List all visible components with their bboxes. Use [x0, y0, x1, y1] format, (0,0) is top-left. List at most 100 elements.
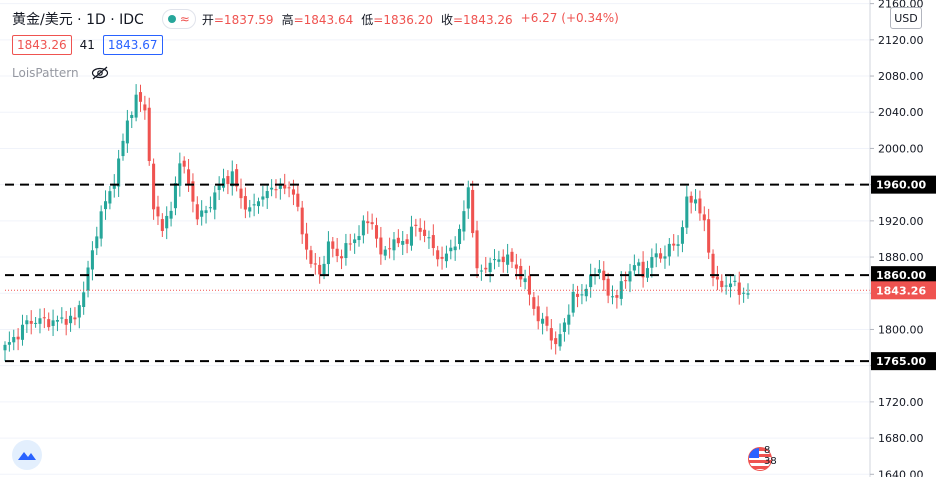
candle-body [654, 253, 658, 258]
candle-body [742, 292, 746, 294]
candle-body [82, 292, 86, 307]
candle-body [195, 204, 199, 220]
high-value: 高=1843.64 [281, 12, 354, 27]
candle-body [243, 196, 247, 210]
candle-body [283, 184, 287, 189]
candle-body [479, 270, 483, 272]
candle-body [252, 204, 256, 206]
candle-body [619, 281, 623, 299]
close-value: 收=1843.26 [440, 12, 513, 27]
candle-body [34, 322, 38, 324]
candle-body [707, 219, 711, 253]
candle-body [357, 236, 361, 241]
buy-price-button[interactable]: 1843.67 [102, 35, 163, 55]
candle-body [156, 206, 160, 217]
candle-body [348, 243, 352, 245]
candle-body [576, 293, 580, 297]
indicator-label[interactable]: LoisPattern [12, 66, 79, 80]
candle-body [169, 210, 173, 219]
candle-body [449, 247, 453, 252]
candle-body [173, 183, 177, 209]
candle-body [418, 227, 422, 232]
candle-body [733, 280, 737, 282]
candle-body [335, 248, 339, 257]
candle-body [73, 317, 77, 320]
candle-body [676, 244, 680, 246]
candle-body [340, 256, 344, 259]
candle-body [187, 169, 191, 184]
candle-body [60, 317, 64, 319]
candle-body [64, 318, 68, 325]
candle-body [278, 183, 282, 189]
level-badge-label: 1960.00 [876, 179, 926, 192]
us-flag-icon[interactable]: 8 38 [748, 445, 778, 471]
market-open-dot-icon [167, 15, 176, 23]
candle-body [637, 262, 641, 266]
candle-body [392, 239, 396, 251]
candle-body [453, 246, 457, 251]
candle-body [536, 306, 540, 322]
candle-body [711, 253, 715, 278]
candle-body [256, 201, 261, 207]
candle-body [47, 319, 51, 328]
market-status-pill[interactable]: ≈ [161, 9, 196, 29]
hide-eye-icon[interactable] [91, 66, 109, 80]
candle-body [370, 222, 374, 225]
last-price-badge [871, 281, 936, 300]
low-value: 低=1836.20 [361, 12, 433, 27]
candle-body [204, 210, 208, 214]
candle-body [549, 328, 553, 341]
candle-body [42, 317, 46, 319]
candle-body [86, 267, 90, 291]
candle-body [558, 334, 562, 347]
candle-body [541, 318, 545, 324]
candle-body [409, 226, 413, 246]
candle-body [248, 207, 252, 212]
candle-body [645, 268, 650, 278]
symbol-header: 黄金/美元 · 1D · IDC ≈ 开=1837.59 高=1843.64 低… [12, 8, 619, 30]
candle-body [632, 265, 636, 271]
candle-body [178, 163, 182, 186]
candle-body [160, 219, 164, 232]
candle-body [527, 275, 532, 295]
candle-body [143, 104, 147, 111]
candle-body [519, 265, 523, 280]
candle-body [514, 264, 518, 269]
sell-price-button[interactable]: 1843.26 [12, 35, 72, 55]
candle-body [383, 249, 387, 256]
y-tick-label: 2040.00 [878, 106, 924, 119]
candle-body [702, 214, 706, 221]
candle-body [492, 259, 497, 261]
candle-body [510, 251, 514, 262]
tradingview-logo-icon[interactable] [12, 440, 42, 470]
candle-body [650, 257, 654, 268]
y-tick-label: 2120.00 [878, 34, 924, 47]
candle-body [3, 344, 7, 351]
candle-body [77, 305, 81, 318]
candle-body [545, 316, 549, 326]
candle-body [55, 320, 59, 322]
level-badge [871, 266, 936, 285]
candle-body [628, 271, 632, 282]
candle-body [615, 295, 619, 298]
y-tick-label: 2160.00 [878, 0, 924, 11]
candle-body [322, 263, 326, 275]
symbol-title[interactable]: 黄金/美元 · 1D · IDC [12, 12, 144, 28]
candle-body [309, 250, 313, 264]
candle-body [659, 253, 663, 259]
candle-body [99, 211, 103, 239]
currency-button[interactable]: USD [890, 7, 922, 29]
candle-body [287, 187, 291, 189]
candle-body [12, 337, 16, 343]
candle-body [724, 285, 728, 287]
candle-body [580, 294, 584, 296]
level-badge-label: 1765.00 [876, 355, 926, 368]
candle-body [554, 338, 558, 345]
candle-body [7, 342, 11, 345]
level-badge [871, 352, 936, 371]
candle-body [25, 320, 29, 325]
candle-body [379, 237, 383, 255]
candle-body [663, 256, 667, 259]
